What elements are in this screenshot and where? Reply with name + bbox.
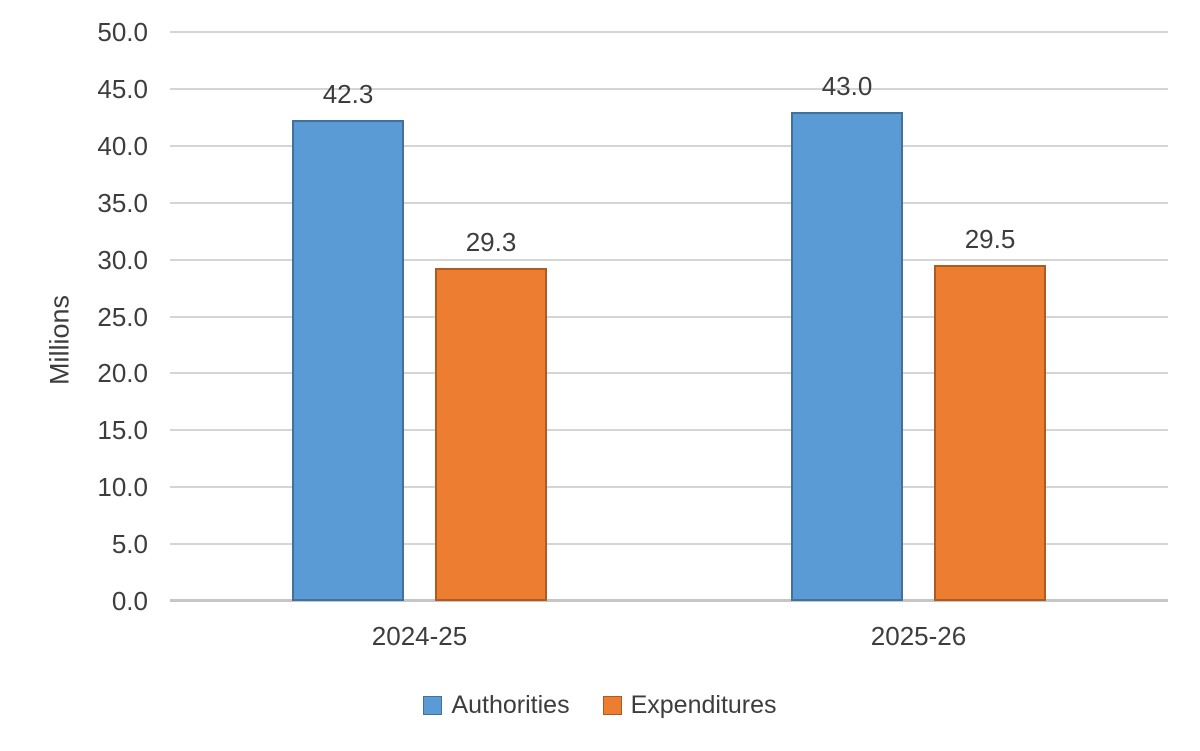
bar-group: 42.3 29.3 xyxy=(170,32,669,601)
gridline xyxy=(170,372,1168,375)
gridline xyxy=(170,315,1168,318)
y-axis-tick-labels: 50.0 45.0 40.0 35.0 30.0 25.0 20.0 15.0 10.0 5.0 0… xyxy=(40,17,148,616)
x-axis-line xyxy=(170,599,1168,602)
legend: Authorities Expenditures xyxy=(0,690,1200,720)
x-axis-label: 2024-25 xyxy=(371,621,468,651)
gridline xyxy=(170,87,1168,90)
plot-area: 42.3 29.3 43.0 29.5 xyxy=(170,31,1168,602)
gridline xyxy=(170,543,1168,546)
legend-swatch-icon xyxy=(423,695,443,715)
y-tick-label: 0.0 xyxy=(111,586,148,616)
y-tick-label: 5.0 xyxy=(111,529,148,560)
gridline xyxy=(170,201,1168,204)
y-tick-label: 10.0 xyxy=(97,472,148,503)
y-tick-label: 30.0 xyxy=(97,244,148,275)
gridline xyxy=(170,258,1168,261)
legend-item-authorities: Authorities xyxy=(423,690,570,720)
gridline xyxy=(170,486,1168,489)
legend-swatch-icon xyxy=(602,695,622,715)
gridline xyxy=(170,31,1168,33)
gridline xyxy=(170,429,1168,432)
bar-value-label: 43.0 xyxy=(821,70,873,101)
y-tick-label: 25.0 xyxy=(97,301,148,332)
y-tick-label: 20.0 xyxy=(97,358,148,389)
x-axis-label: 2025-26 xyxy=(870,621,967,651)
gridline xyxy=(170,144,1168,147)
x-axis-labels: 2024-25 2025-26 xyxy=(170,619,1168,653)
legend-label: Expenditures xyxy=(630,691,777,719)
y-tick-label: 40.0 xyxy=(97,130,148,161)
y-tick-label: 15.0 xyxy=(97,415,148,446)
bar-group: 43.0 29.5 xyxy=(669,32,1168,601)
y-tick-label: 45.0 xyxy=(97,73,148,104)
bar-expenditures: 29.5 xyxy=(934,224,1046,601)
bar-groups: 42.3 29.3 43.0 29.5 xyxy=(170,32,1168,601)
bar-value-label: 29.5 xyxy=(964,224,1016,255)
bar-value-label: 42.3 xyxy=(322,78,374,109)
y-tick-label: 50.0 xyxy=(97,17,148,47)
bar-authorities: 42.3 xyxy=(292,79,404,601)
legend-label: Authorities xyxy=(451,691,570,719)
bar-authorities: 43.0 xyxy=(791,71,903,601)
bar-expenditures: 29.3 xyxy=(435,227,547,601)
bar-value-label: 29.3 xyxy=(465,226,517,257)
y-tick-label: 35.0 xyxy=(97,187,148,218)
legend-item-expenditures: Expenditures xyxy=(602,690,777,720)
